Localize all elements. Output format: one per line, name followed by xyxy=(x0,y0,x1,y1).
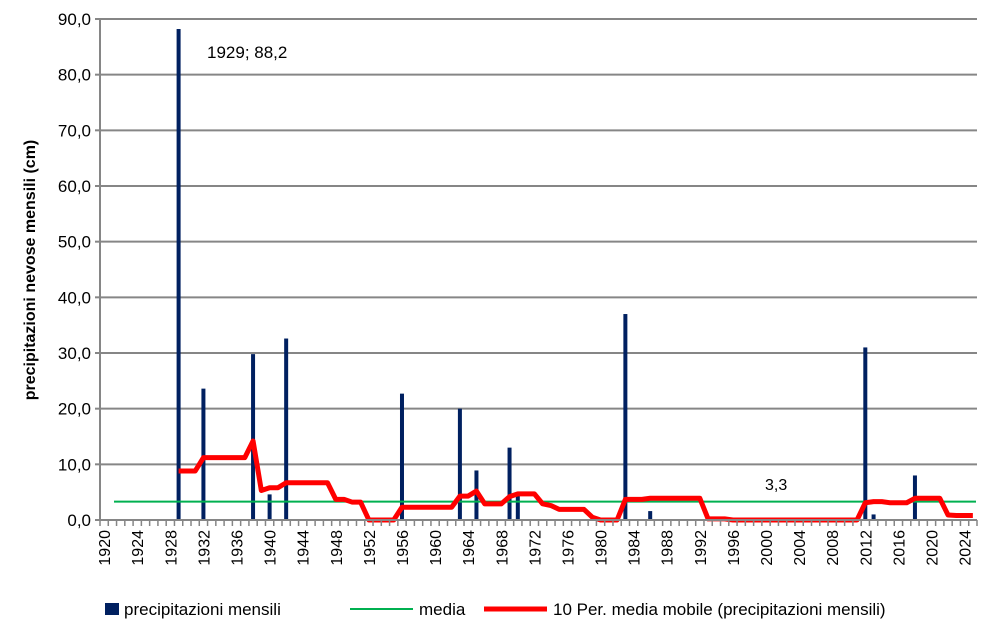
bar xyxy=(871,514,876,520)
bar xyxy=(648,511,653,520)
annotation-max: 1929; 88,2 xyxy=(207,43,287,62)
bar xyxy=(457,408,462,520)
x-tick-label: 1960 xyxy=(428,530,445,566)
bar xyxy=(515,493,520,520)
x-tick-label: 2008 xyxy=(825,530,842,566)
x-tick-label: 1932 xyxy=(196,530,213,566)
y-tick-label: 80,0 xyxy=(58,66,91,85)
y-tick-label: 50,0 xyxy=(58,233,91,252)
x-tick-label: 1980 xyxy=(594,530,611,566)
x-tick-label: 2000 xyxy=(759,530,776,566)
x-tick-label: 1952 xyxy=(362,530,379,566)
legend: precipitazioni mensili media 10 Per. med… xyxy=(105,600,886,619)
bar xyxy=(284,338,289,520)
x-tick-label: 1924 xyxy=(130,530,147,566)
x-tick-label: 2016 xyxy=(891,530,908,566)
y-tick-label: 30,0 xyxy=(58,344,91,363)
bar-series xyxy=(176,29,917,521)
legend-label-media: media xyxy=(419,600,466,619)
y-tick-label: 40,0 xyxy=(58,288,91,307)
bar xyxy=(399,393,404,520)
y-tick-label: 20,0 xyxy=(58,400,91,419)
x-tick-label: 1948 xyxy=(329,530,346,566)
bar xyxy=(267,494,272,520)
y-tick-label: 60,0 xyxy=(58,177,91,196)
x-tick-label: 1976 xyxy=(560,530,577,566)
moving-average-line xyxy=(178,438,973,523)
x-tick-label: 1936 xyxy=(230,530,247,566)
x-tick-label: 1972 xyxy=(527,530,544,566)
x-tick-label: 1988 xyxy=(660,530,677,566)
x-tick-label: 1964 xyxy=(461,530,478,566)
x-tick-label: 1928 xyxy=(163,530,180,566)
x-tick-label: 2024 xyxy=(958,530,975,566)
bar xyxy=(176,29,181,521)
bar xyxy=(201,388,206,520)
x-tick-label: 1992 xyxy=(693,530,710,566)
x-tick-label: 1956 xyxy=(395,530,412,566)
y-tick-label: 10,0 xyxy=(58,455,91,474)
gridlines xyxy=(100,18,977,466)
x-tick-label: 1996 xyxy=(726,530,743,566)
bar xyxy=(251,354,256,520)
x-tick-label: 1920 xyxy=(97,530,114,566)
y-tick-label: 0,0 xyxy=(67,511,91,530)
line-series xyxy=(114,438,976,523)
legend-swatch-bars xyxy=(105,603,119,615)
y-tick-label: 70,0 xyxy=(58,121,91,140)
x-tick-label: 2020 xyxy=(924,530,941,566)
annotation-media: 3,3 xyxy=(765,477,787,494)
legend-label-moving-avg: 10 Per. media mobile (precipitazioni men… xyxy=(553,600,886,619)
bar xyxy=(623,314,628,520)
y-tick-label: 90,0 xyxy=(58,10,91,29)
legend-label-bars: precipitazioni mensili xyxy=(124,600,281,619)
x-tick-label: 1968 xyxy=(494,530,511,566)
x-tick-label: 1984 xyxy=(627,530,644,566)
axes: 0,0 10,0 20,0 30,0 40,0 50,0 60,0 70,0 80,0 90,0 1… xyxy=(58,10,978,566)
x-tick-label: 1940 xyxy=(263,530,280,566)
bar xyxy=(863,347,868,520)
y-axis-label: precipitazioni nevose mensili (cm) xyxy=(22,140,39,401)
bar xyxy=(507,447,512,520)
x-tick-label: 2012 xyxy=(858,530,875,566)
x-tick-label: 2004 xyxy=(792,530,809,566)
x-tick-label: 1944 xyxy=(296,530,313,566)
